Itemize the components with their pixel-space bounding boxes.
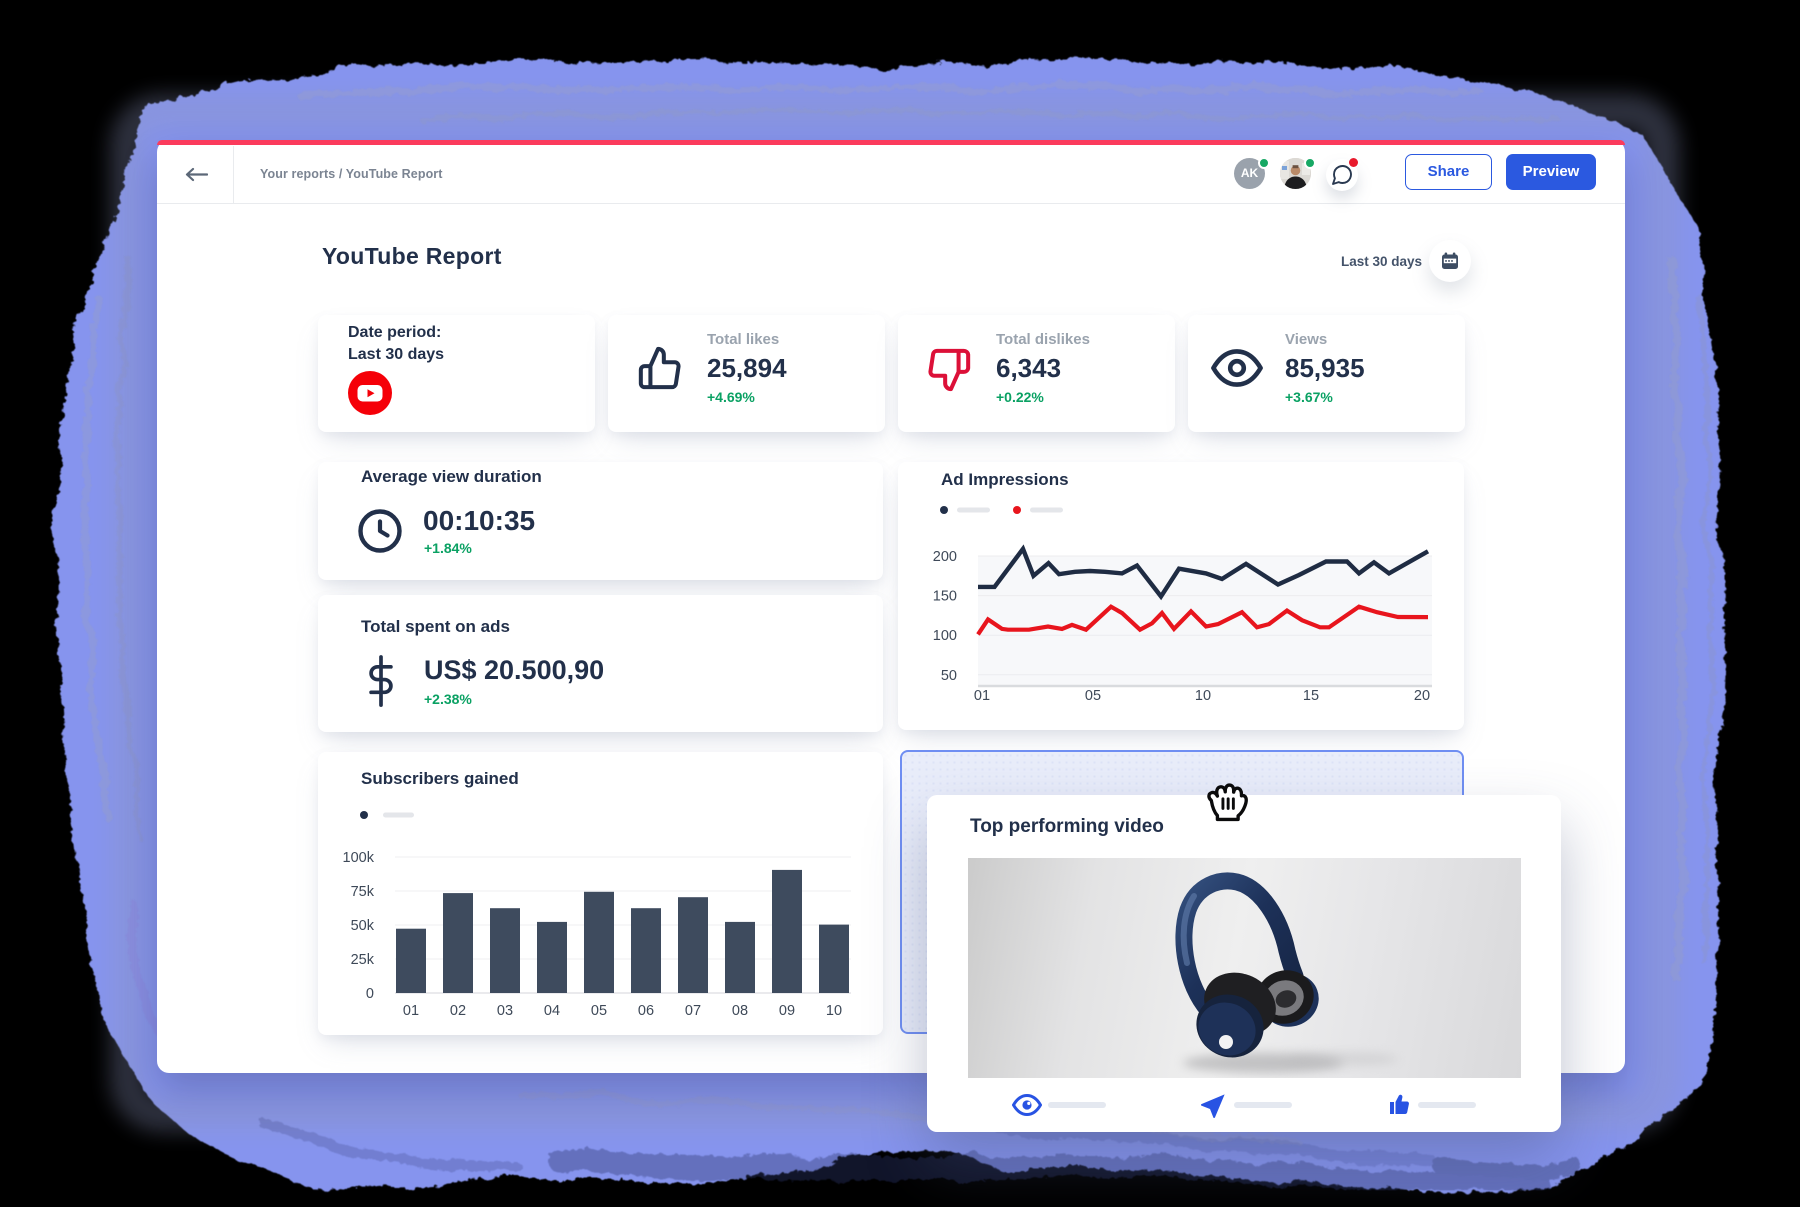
svg-text:20: 20	[1414, 688, 1430, 704]
svg-text:10: 10	[1195, 688, 1211, 704]
svg-text:100: 100	[933, 628, 957, 644]
svg-text:05: 05	[1085, 688, 1101, 704]
svg-text:05: 05	[591, 1003, 607, 1019]
svg-text:0: 0	[366, 986, 374, 1002]
svg-text:100k: 100k	[343, 850, 375, 866]
svg-text:150: 150	[933, 589, 957, 605]
svg-text:08: 08	[732, 1003, 748, 1019]
svg-text:50k: 50k	[351, 918, 375, 934]
svg-text:15: 15	[1303, 688, 1319, 704]
svg-text:01: 01	[974, 688, 990, 704]
svg-text:01: 01	[403, 1003, 419, 1019]
svg-text:50: 50	[941, 668, 957, 684]
svg-text:07: 07	[685, 1003, 701, 1019]
svg-text:02: 02	[450, 1003, 466, 1019]
svg-text:03: 03	[497, 1003, 513, 1019]
svg-text:200: 200	[933, 549, 957, 565]
svg-text:10: 10	[826, 1003, 842, 1019]
svg-text:04: 04	[544, 1003, 560, 1019]
svg-text:75k: 75k	[351, 884, 375, 900]
svg-text:06: 06	[638, 1003, 654, 1019]
svg-text:25k: 25k	[351, 952, 375, 968]
svg-text:09: 09	[779, 1003, 795, 1019]
